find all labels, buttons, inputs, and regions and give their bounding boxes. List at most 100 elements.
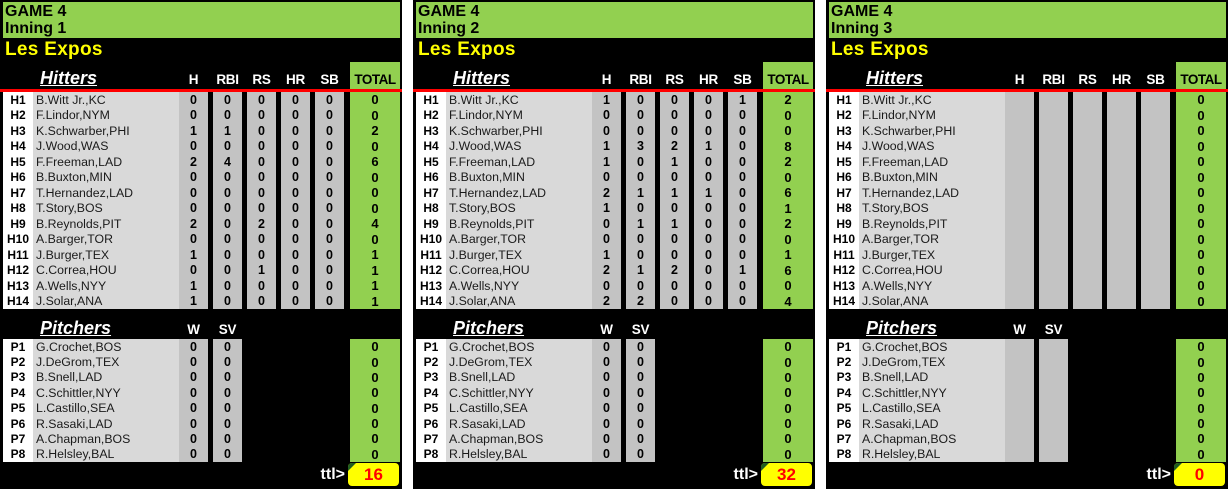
- row-filler: [1073, 370, 1175, 385]
- pitchers-header-row: Pitchers W SV: [416, 309, 813, 339]
- stat-cell: 0: [315, 247, 344, 263]
- player-name: R.Sasaki,LAD: [859, 415, 1005, 432]
- stat-cell: 0: [315, 123, 344, 139]
- stat-cell: 0: [728, 247, 757, 263]
- total-col-header: TOTAL: [1176, 62, 1226, 89]
- row-id: H9: [3, 216, 33, 232]
- total-cell: 0: [1176, 138, 1226, 154]
- corner-notch-icon: [761, 463, 769, 471]
- total-cell: 1: [350, 247, 400, 263]
- hitters-column-headers: H RBI RS HR SB TOTAL: [179, 62, 400, 89]
- pitchers-body: P1 G.Crochet,BOS 0 0 0 P2 J.DeGrom,TEX 0 0 0 P3 B.S…: [3, 339, 400, 462]
- row-id: P3: [829, 369, 859, 386]
- stat-cell: 0: [247, 247, 276, 263]
- hitters-header-row: Hitters H RBI RS HR SB TOTAL: [829, 62, 1226, 89]
- pitchers-section-label: Pitchers: [40, 318, 112, 338]
- row-filler: [247, 385, 349, 400]
- hitter-row: H11 J.Burger,TEX 1 0 0 0 0 1: [416, 247, 813, 263]
- pitcher-row: P6 R.Sasaki,LAD 0: [829, 415, 1226, 432]
- player-name: T.Hernandez,LAD: [446, 185, 592, 201]
- stat-cell: 0: [281, 200, 310, 216]
- stat-cell: 0: [315, 216, 344, 232]
- stat-cell: 0: [694, 247, 723, 263]
- stat-cell: 0: [728, 154, 757, 170]
- row-filler: [660, 431, 762, 446]
- hitters-header-row: Hitters H RBI RS HR SB TOTAL: [3, 62, 400, 89]
- player-name: G.Crochet,BOS: [446, 339, 592, 355]
- stat-cell: 0: [694, 231, 723, 247]
- row-id: H1: [829, 92, 859, 108]
- stat-cell: 2: [660, 138, 689, 154]
- total-cell: 0: [763, 400, 813, 416]
- stat-cell: [1005, 446, 1034, 462]
- row-id: H10: [829, 231, 859, 247]
- stat-cell: 0: [694, 107, 723, 123]
- stat-cell: 0: [660, 293, 689, 309]
- stat-cell: 0: [247, 138, 276, 154]
- hitters-col-header: RBI: [1042, 72, 1065, 87]
- total-cell: 1: [350, 278, 400, 294]
- stat-cell: 0: [247, 293, 276, 309]
- stat-cell: [1141, 169, 1170, 185]
- hitters-col-header: HR: [1112, 72, 1131, 87]
- row-id: P8: [416, 446, 446, 462]
- stat-cell: 0: [179, 415, 208, 432]
- total-cell: 0: [763, 278, 813, 294]
- stat-cell: 0: [728, 293, 757, 309]
- row-id: P3: [416, 369, 446, 386]
- row-id: H5: [416, 154, 446, 170]
- stat-cell: 0: [626, 385, 655, 401]
- player-name: B.Buxton,MIN: [859, 169, 1005, 185]
- player-name: B.Reynolds,PIT: [859, 216, 1005, 232]
- stat-cell: 2: [592, 185, 621, 201]
- player-name: T.Story,BOS: [446, 200, 592, 216]
- row-filler: [1073, 401, 1175, 416]
- total-cell: 0: [763, 385, 813, 401]
- row-id: H10: [416, 231, 446, 247]
- total-cell: 1: [350, 262, 400, 278]
- stat-cell: 0: [179, 400, 208, 416]
- hitter-row: H6 B.Buxton,MIN 0 0 0 0 0 0: [416, 169, 813, 185]
- divider-line: [413, 89, 815, 92]
- stat-cell: [1005, 169, 1034, 185]
- stat-cell: 0: [281, 278, 310, 294]
- pitchers-header-row: Pitchers W SV: [3, 309, 400, 339]
- total-cell: 0: [1176, 385, 1226, 401]
- stat-cell: [1073, 92, 1102, 108]
- stat-cell: 0: [315, 154, 344, 170]
- hitter-row: H11 J.Burger,TEX 1 0 0 0 0 1: [3, 247, 400, 263]
- total-cell: 6: [763, 185, 813, 201]
- grand-total-box: 0: [1174, 463, 1225, 486]
- stat-cell: 0: [315, 92, 344, 108]
- stat-cell: 0: [660, 200, 689, 216]
- stat-cell: 0: [592, 231, 621, 247]
- stat-cell: 0: [626, 339, 655, 355]
- stat-cell: 0: [281, 123, 310, 139]
- stat-cell: 0: [626, 107, 655, 123]
- stat-cell: 0: [213, 431, 242, 447]
- stat-cell: 0: [179, 92, 208, 108]
- stat-cell: 1: [179, 123, 208, 139]
- row-id: H13: [416, 278, 446, 294]
- stat-cell: [1073, 247, 1102, 263]
- hitters-col-header: RBI: [216, 72, 239, 87]
- stat-cell: 0: [728, 123, 757, 139]
- stat-cell: [1073, 107, 1102, 123]
- total-cell: 1: [763, 247, 813, 263]
- stat-cell: 1: [660, 185, 689, 201]
- ttl-label: ttl>: [320, 465, 345, 483]
- row-id: P8: [3, 446, 33, 462]
- hitters-header-spacer: Hitters: [416, 62, 592, 89]
- row-filler: [1073, 447, 1175, 462]
- row-filler: [1073, 431, 1175, 446]
- hitter-row: H4 J.Wood,WAS 0: [829, 138, 1226, 154]
- hitters-column-headers: H RBI RS HR SB TOTAL: [592, 62, 813, 89]
- stat-cell: [1141, 200, 1170, 216]
- pitchers-col-header: SV: [218, 322, 237, 337]
- total-cell: 1: [350, 293, 400, 309]
- row-id: P8: [829, 446, 859, 462]
- player-name: J.Burger,TEX: [33, 247, 179, 263]
- total-cell: 2: [763, 216, 813, 232]
- stat-cell: 1: [694, 185, 723, 201]
- row-filler: [660, 416, 762, 431]
